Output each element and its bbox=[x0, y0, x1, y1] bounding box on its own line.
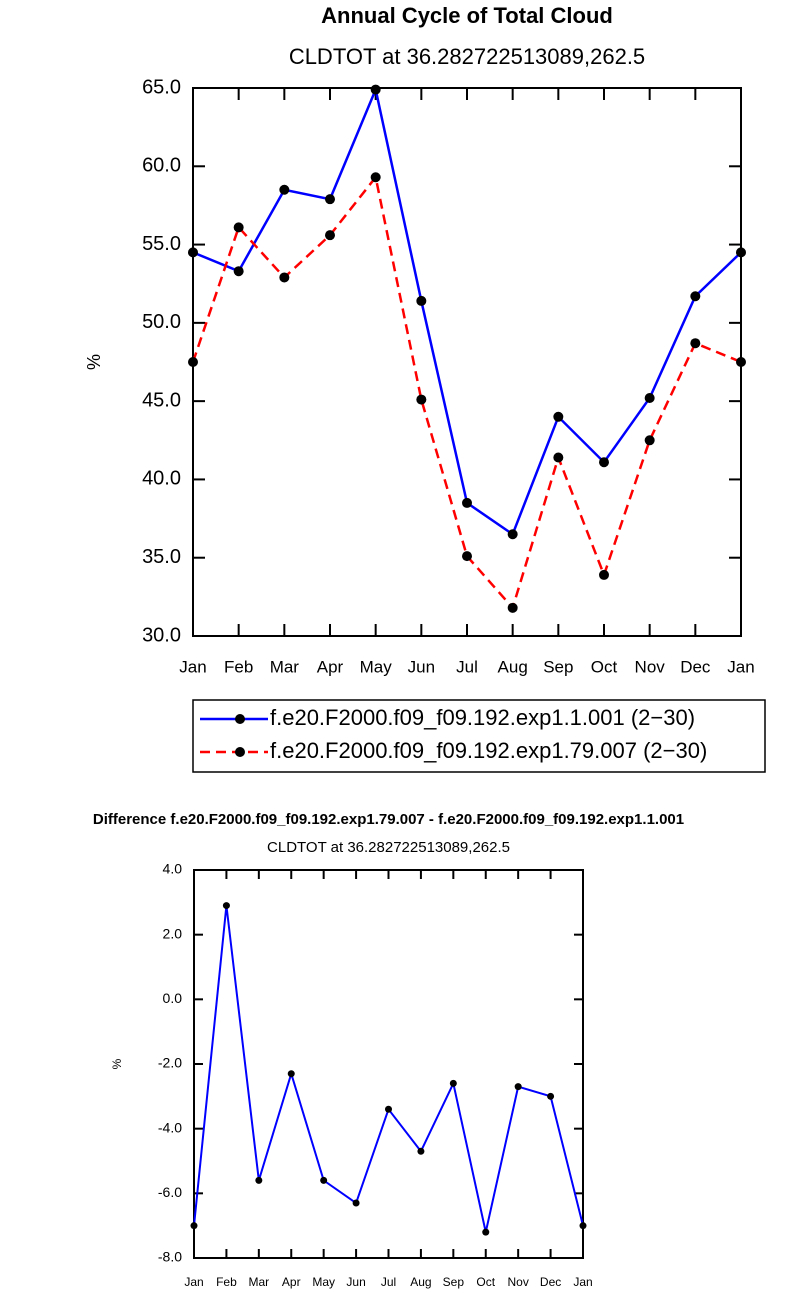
legend-box bbox=[192, 699, 766, 773]
series-line bbox=[192, 85, 742, 537]
point-marker bbox=[370, 172, 381, 183]
point-marker bbox=[233, 266, 244, 277]
x-tick-label: May bbox=[312, 1275, 335, 1289]
point-marker bbox=[352, 1199, 360, 1207]
point-marker bbox=[462, 551, 472, 562]
point-marker bbox=[644, 393, 655, 404]
point-marker bbox=[190, 1222, 198, 1230]
x-tick-label: Jan bbox=[727, 657, 754, 676]
x-tick-label: Aug bbox=[498, 657, 528, 676]
chart-title: Annual Cycle of Total Cloud bbox=[321, 3, 613, 28]
y-tick-label: 4.0 bbox=[163, 861, 183, 877]
y-tick-label: 65.0 bbox=[142, 76, 181, 98]
point-marker bbox=[553, 452, 564, 463]
x-tick-label: Jan bbox=[179, 657, 206, 676]
x-tick-label: Jun bbox=[346, 1275, 365, 1289]
series-line bbox=[191, 174, 742, 611]
point-marker bbox=[579, 1222, 587, 1230]
x-tick-label: Mar bbox=[248, 1275, 269, 1289]
x-tick-label: Sep bbox=[543, 657, 573, 676]
x-tick-label: Aug bbox=[410, 1275, 431, 1289]
point-marker bbox=[449, 1079, 457, 1087]
x-tick-label: Jul bbox=[381, 1275, 396, 1289]
point-marker bbox=[644, 435, 655, 446]
y-tick-label: 55.0 bbox=[142, 233, 181, 255]
point-marker bbox=[287, 1070, 295, 1078]
series-line bbox=[193, 905, 584, 1233]
point-marker bbox=[385, 1105, 392, 1113]
point-marker bbox=[507, 529, 518, 540]
point-marker bbox=[279, 184, 290, 195]
chart-title: Difference f.e20.F2000.f09_f09.192.exp1.… bbox=[93, 811, 684, 828]
x-tick-label: Jan bbox=[184, 1275, 203, 1289]
x-tick-label: May bbox=[360, 657, 393, 676]
point-marker bbox=[547, 1092, 555, 1100]
point-marker bbox=[370, 84, 381, 95]
y-tick-label: -6.0 bbox=[158, 1184, 182, 1200]
x-tick-label: Jan bbox=[573, 1275, 592, 1289]
y-tick-label: 30.0 bbox=[142, 624, 181, 646]
legend-marker bbox=[235, 714, 245, 724]
x-tick-label: Apr bbox=[317, 657, 344, 676]
point-marker bbox=[188, 357, 198, 367]
y-tick-label: -4.0 bbox=[158, 1119, 182, 1135]
legend-label: f.e20.F2000.f09_f09.192.exp1.79.007 (2−3… bbox=[270, 738, 707, 763]
legend-label: f.e20.F2000.f09_f09.192.exp1.1.001 (2−30… bbox=[270, 705, 695, 730]
point-marker bbox=[690, 291, 701, 302]
point-marker bbox=[279, 272, 290, 283]
y-tick-label: 40.0 bbox=[142, 468, 181, 490]
point-marker bbox=[736, 247, 746, 258]
x-tick-label: Apr bbox=[282, 1275, 301, 1289]
point-marker bbox=[736, 357, 746, 367]
y-axis-label: % bbox=[84, 354, 104, 370]
x-tick-label: Jun bbox=[408, 657, 435, 676]
y-tick-label: -8.0 bbox=[158, 1249, 182, 1265]
x-tick-label: Dec bbox=[540, 1275, 561, 1289]
point-marker bbox=[325, 194, 335, 205]
x-tick-label: Dec bbox=[680, 657, 711, 676]
point-marker bbox=[222, 902, 230, 910]
y-tick-label: 35.0 bbox=[142, 546, 181, 568]
x-tick-label: Jul bbox=[456, 657, 478, 676]
point-marker bbox=[188, 247, 198, 258]
point-marker bbox=[325, 230, 335, 241]
x-tick-label: Mar bbox=[270, 657, 300, 676]
y-tick-label: 2.0 bbox=[163, 925, 183, 941]
x-tick-label: Oct bbox=[476, 1275, 495, 1289]
point-marker bbox=[462, 497, 472, 508]
point-marker bbox=[514, 1083, 522, 1091]
x-tick-label: Feb bbox=[216, 1275, 237, 1289]
point-marker bbox=[320, 1176, 328, 1184]
plot-frame bbox=[193, 869, 584, 1259]
x-tick-label: Sep bbox=[443, 1275, 465, 1289]
point-marker bbox=[507, 602, 518, 613]
y-tick-label: 60.0 bbox=[142, 155, 181, 177]
point-marker bbox=[233, 222, 244, 233]
x-tick-label: Oct bbox=[591, 657, 618, 676]
y-tick-label: 0.0 bbox=[163, 990, 183, 1006]
point-marker bbox=[255, 1176, 263, 1184]
y-tick-label: 45.0 bbox=[142, 389, 181, 411]
y-tick-label: -2.0 bbox=[158, 1055, 182, 1071]
point-marker bbox=[416, 394, 427, 405]
chart-subtitle: CLDTOT at 36.282722513089,262.5 bbox=[267, 839, 510, 856]
point-marker bbox=[599, 457, 609, 468]
y-axis-label: % bbox=[110, 1058, 124, 1069]
chart-subtitle: CLDTOT at 36.282722513089,262.5 bbox=[289, 44, 645, 69]
point-marker bbox=[416, 295, 427, 306]
x-tick-label: Nov bbox=[635, 657, 666, 676]
x-tick-label: Nov bbox=[507, 1275, 528, 1289]
point-marker bbox=[417, 1147, 425, 1155]
point-marker bbox=[599, 569, 609, 580]
legend-marker bbox=[235, 747, 245, 757]
y-tick-label: 50.0 bbox=[142, 311, 181, 333]
point-marker bbox=[553, 411, 564, 422]
x-tick-label: Feb bbox=[224, 657, 253, 676]
point-marker bbox=[690, 338, 701, 349]
point-marker bbox=[482, 1228, 490, 1236]
